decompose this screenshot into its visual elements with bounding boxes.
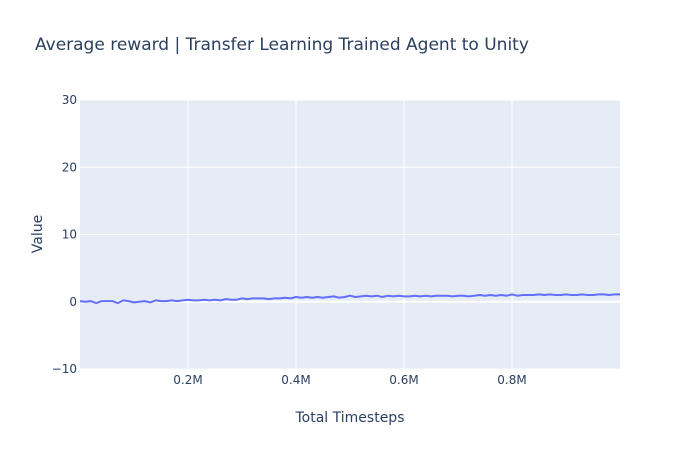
y-tick-label: 20 [62,160,77,174]
y-tick-label: 0 [69,295,77,309]
y-axis-ticks: −10 0 10 20 30 [52,93,77,376]
chart-title: Average reward | Transfer Learning Train… [35,35,529,55]
y-axis-title: Value [30,215,46,253]
y-tick-label: 30 [62,93,77,107]
x-tick-label: 0.8M [497,373,526,387]
grid-lines [80,99,620,370]
x-tick-label: 0.2M [173,373,202,387]
y-tick-label: 10 [62,228,77,242]
y-tick-label: −10 [52,362,77,376]
series-line-layer [79,293,620,305]
x-tick-label: 0.4M [281,373,310,387]
series-line [79,293,620,305]
x-axis-title: Total Timesteps [295,410,405,426]
x-tick-label: 0.6M [389,373,418,387]
x-axis-ticks: 0.2M 0.4M 0.6M 0.8M [173,373,526,387]
